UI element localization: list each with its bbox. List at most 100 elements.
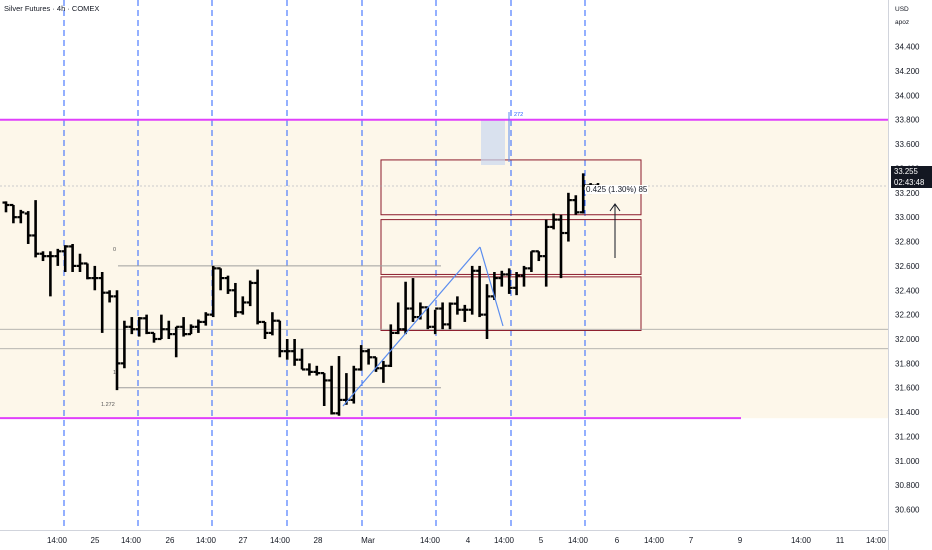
ohlc-bar (24, 211, 32, 244)
ohlc-bar (505, 268, 513, 294)
ohlc-bar (335, 356, 343, 416)
time-tick-label: Mar (361, 536, 375, 545)
ohlc-bar (298, 348, 306, 371)
price-tick-label: 31.800 (895, 359, 920, 368)
ohlc-bar (513, 272, 521, 296)
ohlc-bar (476, 265, 484, 318)
ohlc-bar (572, 195, 580, 215)
price-tick-label: 30.600 (895, 506, 920, 515)
ohlc-bar (91, 265, 99, 291)
ohlc-bar (424, 306, 432, 330)
ohlc-bar (453, 296, 461, 315)
time-tick-label: 27 (239, 536, 248, 545)
ohlc-bar (379, 360, 387, 383)
ohlc-bar (239, 296, 247, 315)
ohlc-bar (394, 302, 402, 335)
time-tick-label: 9 (738, 536, 743, 545)
ohlc-bar (61, 245, 69, 272)
ohlc-bar (446, 302, 454, 330)
ohlc-bar (120, 320, 128, 369)
price-tick-label: 34.400 (895, 43, 920, 52)
supply-zone-box (380, 276, 642, 331)
range-zone-fill (0, 119, 888, 419)
ohlc-bar (150, 331, 158, 343)
ohlc-bar (32, 200, 40, 258)
price-tick-label: 32.600 (895, 262, 920, 271)
time-tick-label: 14:00 (270, 536, 291, 545)
last-price-value: 33.255 (894, 167, 918, 176)
time-tick-label: 25 (91, 536, 100, 545)
time-tick-label: 14:00 (420, 536, 441, 545)
ohlc-bar (387, 324, 395, 368)
ohlc-bar (365, 348, 373, 365)
ohlc-bar (76, 253, 84, 272)
price-tick-label: 32.200 (895, 311, 920, 320)
time-tick-label: 14:00 (866, 536, 887, 545)
ohlc-bar (291, 339, 299, 366)
ohlc-bar (39, 251, 47, 262)
ohlc-bar (350, 365, 358, 404)
price-tick-label: 32.000 (895, 335, 920, 344)
supply-zone-box (380, 219, 642, 275)
ohlc-bar (217, 267, 225, 291)
time-tick-label: 7 (689, 536, 694, 545)
ohlc-bar (527, 250, 535, 272)
ohlc-bar (135, 317, 143, 337)
ohlc-bar (231, 282, 239, 318)
measure-arrow-head (609, 203, 621, 212)
price-tick-label: 32.400 (895, 286, 920, 295)
ohlc-bar (357, 345, 365, 371)
ohlc-bar (224, 275, 232, 294)
time-tick-label: 5 (539, 536, 544, 545)
ohlc-bar (542, 219, 550, 287)
ohlc-bar (261, 320, 269, 339)
trend-line-up (342, 246, 481, 407)
ohlc-bar (283, 339, 291, 360)
time-tick-label: 11 (836, 536, 845, 545)
ohlc-bar (187, 324, 195, 336)
ohlc-bar (2, 201, 10, 213)
ohlc-bar (564, 192, 572, 242)
price-tick-label: 33.000 (895, 213, 920, 222)
ohlc-bar (246, 280, 254, 307)
price-tick-label: 33.800 (895, 116, 920, 125)
ohlc-bar (194, 319, 202, 333)
time-tick-label: 14:00 (644, 536, 665, 545)
time-tick-label: 14:00 (791, 536, 812, 545)
price-tick-label: 30.800 (895, 481, 920, 490)
price-tick-label: 31.200 (895, 432, 920, 441)
ohlc-bar (483, 284, 491, 339)
measure-label: 0.425 (1.30%) 85 (585, 185, 649, 194)
ohlc-bar (313, 365, 321, 376)
ohlc-bar (550, 213, 558, 230)
ohlc-bar (498, 270, 506, 287)
ohlc-bar (328, 365, 336, 415)
ohlc-bar (409, 278, 417, 322)
bar-countdown: 02:43:48 (894, 178, 925, 187)
currency-label[interactable]: USD (895, 6, 909, 13)
ohlc-bar (520, 265, 528, 287)
ohlc-bar (128, 317, 136, 335)
unit-label[interactable]: apoz (895, 19, 910, 26)
ohlc-bar (98, 272, 106, 333)
price-tick-label: 33.600 (895, 140, 920, 149)
ohlc-bar (165, 320, 173, 339)
fib-label-1: 1 (113, 370, 116, 376)
time-tick-label: 14:00 (568, 536, 589, 545)
ohlc-bar (254, 269, 262, 325)
fib-label-top-ext: 272 (514, 112, 523, 118)
fib-extension-box (481, 120, 505, 165)
last-price-badge: 33.255 02:43:48 (891, 166, 932, 188)
fib-label-0: 0 (113, 247, 116, 253)
price-tick-label: 32.800 (895, 238, 920, 247)
ohlc-bar (268, 312, 276, 336)
ohlc-bar (320, 372, 328, 406)
time-tick-label: 14:00 (494, 536, 515, 545)
ohlc-bar (557, 214, 565, 279)
ohlc-bar (143, 314, 151, 335)
trend-line-down (479, 246, 504, 327)
price-tick-label: 33.200 (895, 189, 920, 198)
ohlc-bar (209, 265, 217, 318)
ohlc-bar (113, 290, 121, 391)
